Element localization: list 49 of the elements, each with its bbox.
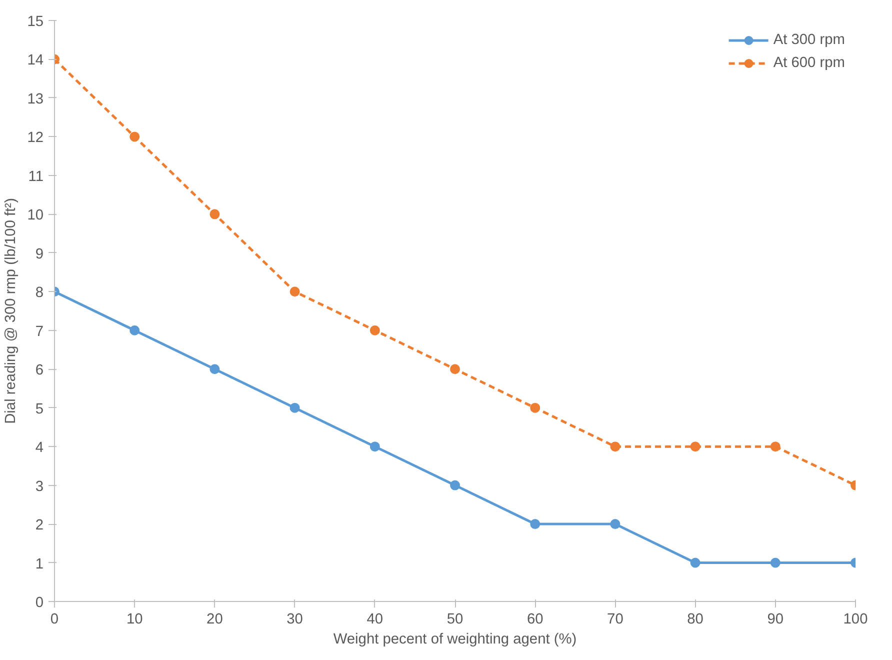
point: [770, 558, 780, 568]
x-tick-label: 100: [843, 612, 868, 628]
point: [610, 519, 620, 530]
point: [610, 442, 620, 452]
point: [370, 442, 380, 452]
y-tick-label: 10: [27, 208, 44, 224]
point: [210, 364, 220, 374]
x-axis-title: Weight pecent of weighting agent (%): [333, 632, 577, 648]
x-tick-label: 80: [687, 612, 704, 628]
y-tick-label: 15: [27, 14, 44, 30]
y-axis-title: Dial reading @ 300 rmp (lb/100 ft²): [3, 198, 20, 424]
x-tick-label: 30: [286, 612, 303, 628]
legend-label: At 300 rpm: [773, 32, 845, 48]
point: [530, 519, 540, 530]
x-tick-label: 70: [607, 612, 624, 628]
point: [690, 558, 700, 568]
point: [530, 402, 540, 413]
x-tick-label: 50: [446, 612, 464, 628]
x-tick-label: 10: [126, 612, 143, 628]
legend-label: At 600 rpm: [773, 55, 845, 71]
point: [770, 442, 780, 452]
point: [130, 132, 140, 142]
point: [690, 442, 700, 452]
y-tick-label: 14: [27, 52, 44, 69]
y-tick-label: 0: [35, 595, 44, 611]
point: [450, 364, 460, 374]
x-tick-label: 60: [526, 612, 544, 628]
point: [450, 480, 460, 490]
x-tick-label: 40: [366, 612, 384, 628]
point: [370, 325, 380, 336]
y-tick-label: 6: [35, 362, 44, 379]
x-tick-label: 90: [767, 612, 784, 628]
y-tick-label: 7: [35, 324, 44, 340]
y-tick-label: 9: [35, 246, 44, 262]
y-tick-label: 1: [35, 556, 44, 572]
point: [130, 325, 140, 336]
y-tick-label: 4: [35, 440, 44, 456]
y-tick-label: 11: [28, 168, 44, 185]
point: [290, 286, 300, 297]
y-tick-label: 3: [35, 478, 44, 495]
y-tick-label: 12: [27, 130, 44, 146]
point: [210, 209, 220, 220]
y-tick-label: 5: [35, 401, 44, 418]
point: [290, 402, 300, 413]
y-tick-label: 13: [27, 91, 44, 108]
x-tick-label: 0: [50, 612, 59, 628]
x-tick-label: 20: [206, 612, 223, 628]
y-tick-label: 8: [35, 285, 44, 302]
y-tick-label: 2: [35, 518, 44, 534]
